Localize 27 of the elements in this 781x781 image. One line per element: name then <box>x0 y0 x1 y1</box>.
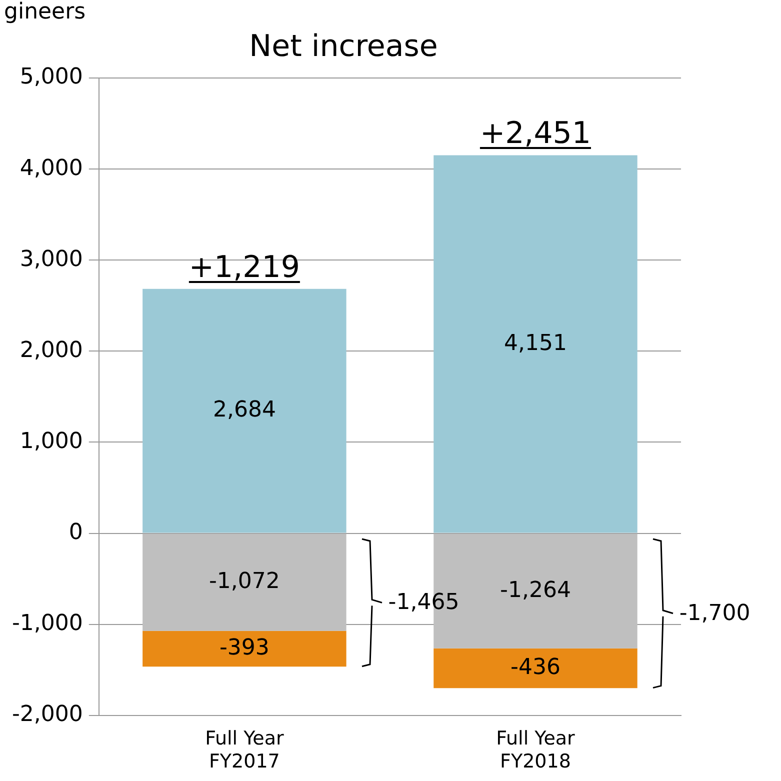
bar <box>142 630 346 667</box>
bar <box>434 648 638 688</box>
data-label: -1,072 <box>208 569 280 594</box>
bar <box>434 155 638 533</box>
annotation: -1,700 <box>679 600 750 626</box>
annotation: +2,451 <box>480 116 591 152</box>
data-label: -1,264 <box>500 578 571 603</box>
y-tick-label: 0 <box>68 520 83 546</box>
y-tick-label: 4,000 <box>20 156 83 181</box>
bar <box>142 288 346 533</box>
y-tick-label: 1,000 <box>20 428 83 454</box>
x-tick-label: Full Year FY2017 <box>205 728 284 773</box>
y-tick-label: -2,000 <box>12 702 83 728</box>
y-tick-label: 5,000 <box>20 64 83 90</box>
y-tick-label: -1,000 <box>12 611 83 636</box>
data-label: 4,151 <box>504 330 567 356</box>
y-axis-title: gineers <box>4 0 86 25</box>
data-label: -393 <box>219 636 270 661</box>
chart-title: Net increase <box>249 28 438 64</box>
data-label: -436 <box>510 654 560 680</box>
y-tick-label: 3,000 <box>20 246 83 272</box>
annotation: +1,219 <box>188 250 300 285</box>
annotation: -1,465 <box>388 590 460 615</box>
x-tick-label: Full Year FY2018 <box>496 728 576 773</box>
data-label: 2,684 <box>212 398 276 423</box>
y-tick-label: 2,000 <box>20 338 83 363</box>
bar <box>142 534 346 631</box>
